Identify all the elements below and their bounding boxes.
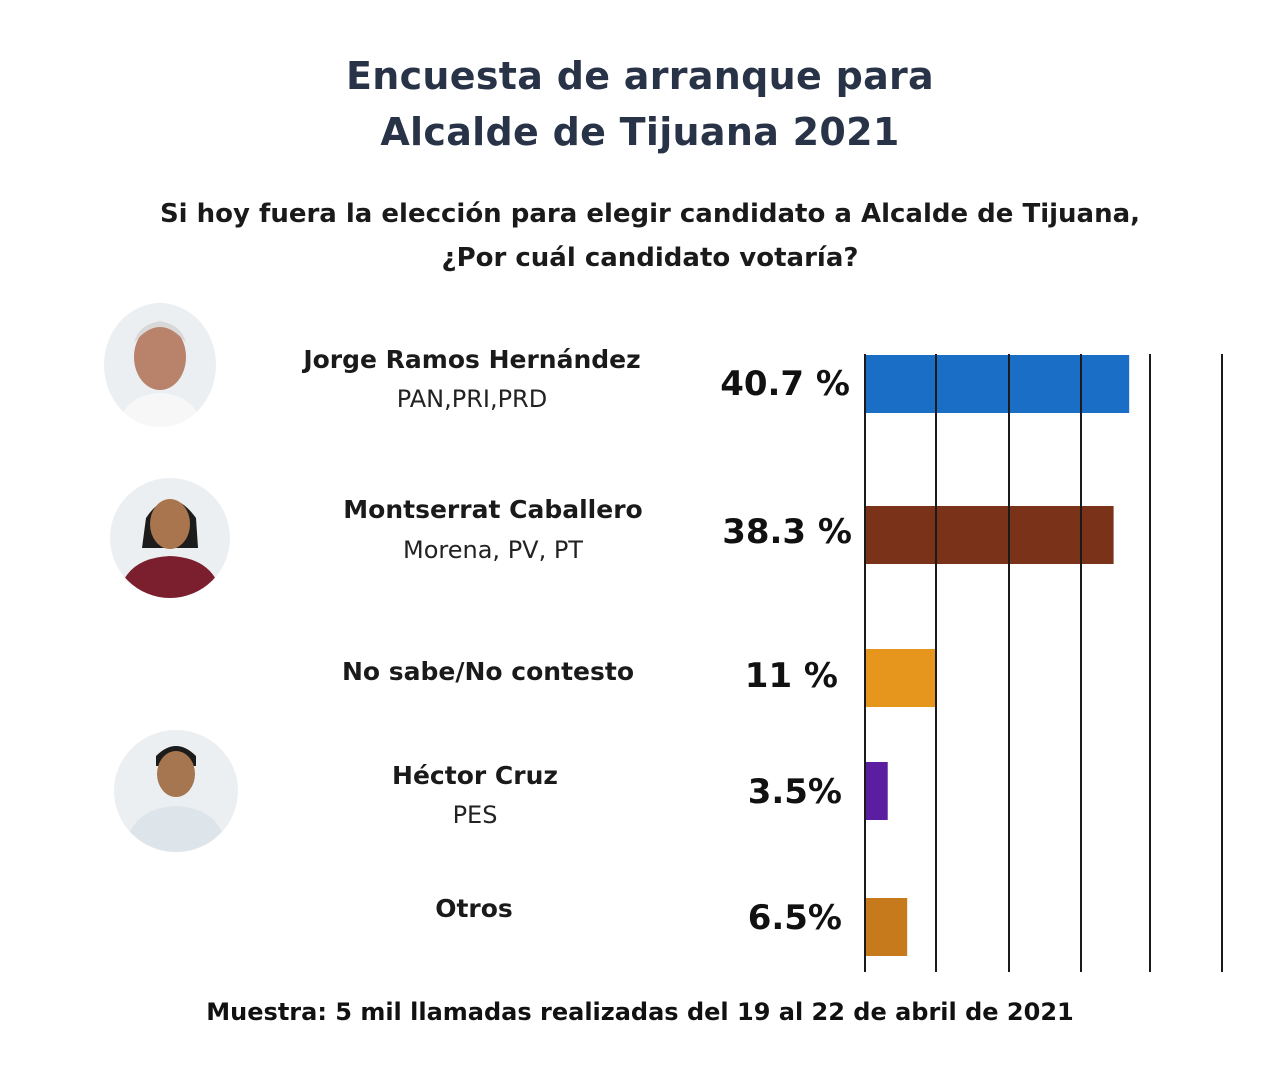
- candidate-name-hector-cruz: Héctor Cruz: [392, 761, 558, 790]
- candidate-photo-jorge-ramos: [104, 303, 216, 427]
- question-line-1: Si hoy fuera la elección para elegir can…: [159, 199, 1141, 229]
- title-line-2: Alcalde de Tijuana 2021: [380, 110, 900, 154]
- bar-jorge-ramos: [865, 355, 1130, 413]
- title-line-1: Encuesta de arranque para: [345, 54, 935, 98]
- data-label-otros: 6.5%: [747, 898, 842, 938]
- candidate-name-jorge-ramos: Jorge Ramos Hernández: [303, 345, 641, 374]
- survey-question: Si hoy fuera la elección para elegir can…: [0, 192, 1280, 280]
- option-name-otros: Otros: [435, 894, 513, 923]
- bar-montserrat-caballero: [865, 506, 1114, 564]
- bar-hector-cruz: [865, 762, 888, 820]
- sample-footnote: Muestra: 5 mil llamadas realizadas del 1…: [206, 998, 1074, 1026]
- candidate-party-hector-cruz: PES: [452, 801, 498, 829]
- data-label-hector-cruz: 3.5%: [747, 772, 842, 812]
- data-label-montserrat-caballero: 38.3 %: [722, 512, 852, 552]
- candidate-party-jorge-ramos: PAN,PRI,PRD: [396, 385, 548, 413]
- option-name-no-sabe: No sabe/No contesto: [341, 657, 635, 686]
- bar-no-sabe: [865, 649, 937, 707]
- data-label-jorge-ramos: 40.7 %: [720, 364, 850, 404]
- candidate-photo-hector-cruz: [114, 730, 238, 852]
- candidate-photo-montserrat-caballero: [110, 478, 230, 598]
- candidate-party-montserrat-caballero: Morena, PV, PT: [403, 536, 583, 564]
- bar-otros: [865, 898, 908, 956]
- data-label-no-sabe: 11 %: [744, 656, 838, 696]
- chart-title: Encuesta de arranque para Alcalde de Tij…: [0, 48, 1280, 160]
- question-line-2: ¿Por cuál candidato votaría?: [441, 243, 859, 273]
- candidate-name-montserrat-caballero: Montserrat Caballero: [343, 495, 643, 524]
